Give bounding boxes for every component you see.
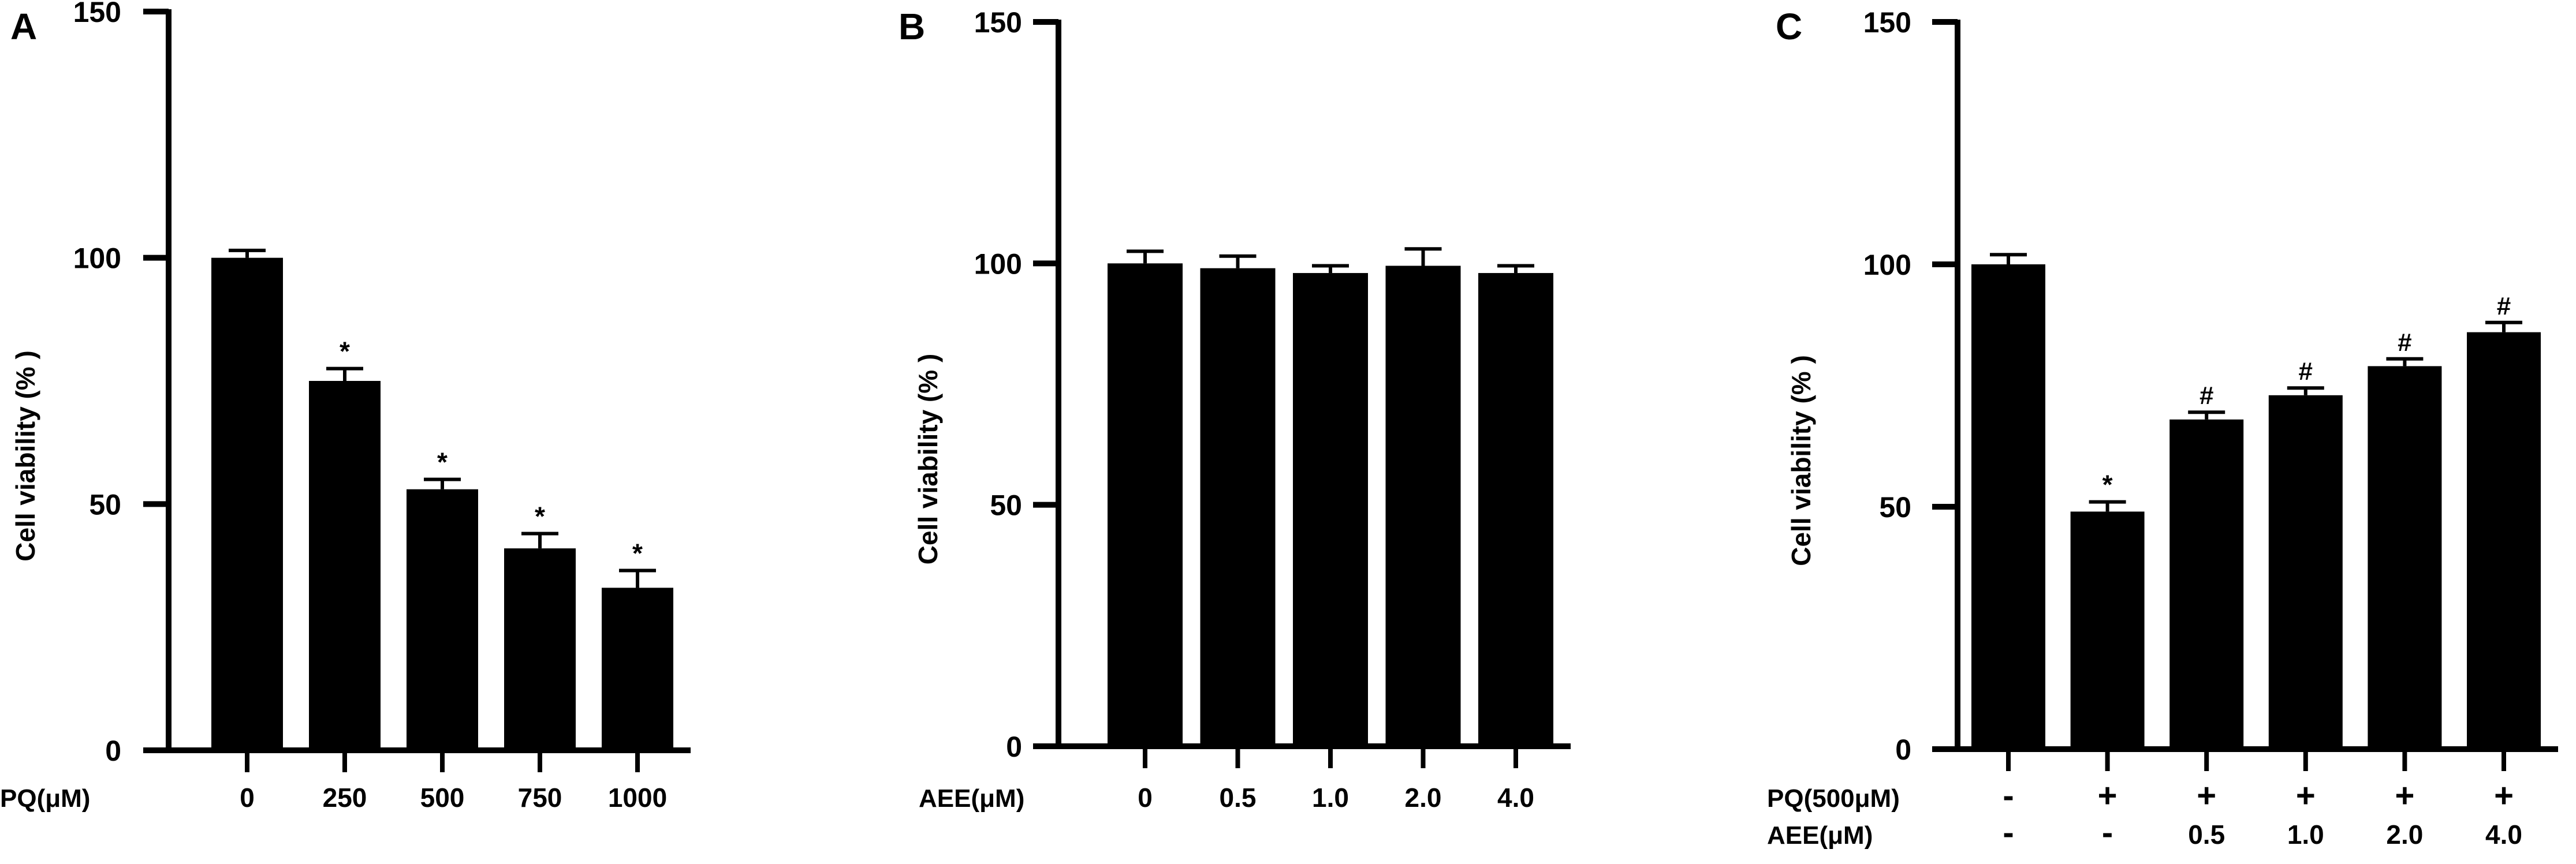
- bar: [2169, 419, 2244, 749]
- bar: [407, 489, 478, 750]
- y-tick-label: 0: [1006, 731, 1022, 763]
- y-tick-label: 150: [974, 6, 1022, 39]
- bar: [2368, 366, 2442, 749]
- x-tick-label: +: [2494, 777, 2514, 814]
- x-tick-label: 0.5: [1220, 783, 1257, 813]
- x-tick-label: 0: [240, 783, 255, 813]
- x-tick-label: -: [2102, 814, 2113, 851]
- y-axis-label: Cell viability (% ): [1786, 355, 1816, 566]
- significance-marker: *: [632, 538, 643, 568]
- x-tick-label: 4.0: [1497, 783, 1534, 813]
- x-tick-label: +: [2395, 777, 2414, 814]
- panel-c: C: [1776, 6, 1802, 47]
- bar: [2268, 395, 2343, 749]
- x-tick-label: 0.5: [2188, 820, 2225, 850]
- x-tick-label: +: [2098, 777, 2118, 814]
- bar: [1478, 273, 1553, 747]
- bar: [309, 381, 381, 750]
- y-tick-label: 0: [105, 735, 121, 767]
- y-tick-label: 0: [1895, 734, 1911, 766]
- significance-marker: *: [340, 336, 350, 366]
- y-axis-label: Cell viability (% ): [10, 350, 40, 562]
- panel-b: B: [899, 6, 925, 47]
- y-tick-label: 100: [73, 242, 121, 275]
- x-tick-label: 0: [1138, 783, 1153, 813]
- chart-panel: 0 50 100 150 Cell viability (% ) AEE(μM) 0 0.5 1…: [913, 6, 1571, 813]
- significance-marker: *: [437, 447, 448, 477]
- y-tick-label: 50: [89, 488, 121, 521]
- y-tick-label: 150: [1863, 6, 1911, 39]
- x-tick-label: 4.0: [2485, 820, 2522, 850]
- y-tick-label: 50: [990, 489, 1022, 522]
- bar: [1200, 268, 1276, 746]
- chart-panel: 0 50 100 150 Cell viability (% ) PQ(500μM) AEE…: [1767, 6, 2558, 851]
- category-row-label: AEE(μM): [1767, 821, 1873, 850]
- bar: [602, 588, 673, 750]
- x-tick-label: 1.0: [1312, 783, 1349, 813]
- bar: [504, 548, 576, 750]
- chart-panel: 0 50 100 150 Cell viability (% ) PQ(μM) 0 * 250 *…: [0, 0, 691, 813]
- x-tick-label: -: [2003, 814, 2014, 851]
- x-tick-label: 2.0: [1405, 783, 1442, 813]
- significance-marker: #: [2497, 292, 2511, 320]
- category-row-label: AEE(μM): [919, 784, 1024, 813]
- x-tick-label: 500: [420, 783, 465, 813]
- category-row-label: PQ(500μM): [1767, 784, 1900, 813]
- panel-b-letter: B: [899, 6, 925, 47]
- x-tick-label: 250: [323, 783, 367, 813]
- significance-marker: #: [2200, 381, 2213, 410]
- bar: [2467, 332, 2541, 749]
- y-axis-label: Cell viability (% ): [913, 354, 943, 565]
- x-tick-label: -: [2003, 777, 2014, 814]
- significance-marker: #: [2398, 328, 2411, 357]
- category-row-label: PQ(μM): [0, 784, 90, 813]
- bar: [1108, 263, 1183, 746]
- panel-a-letter: A: [10, 6, 37, 47]
- panel-c-letter: C: [1776, 6, 1802, 47]
- y-tick-label: 150: [73, 0, 121, 28]
- x-tick-label: +: [2197, 777, 2216, 814]
- significance-marker: *: [2102, 470, 2113, 500]
- y-tick-label: 100: [974, 248, 1022, 280]
- x-tick-label: 2.0: [2386, 820, 2423, 850]
- x-tick-label: +: [2296, 777, 2316, 814]
- bar: [1385, 265, 1461, 746]
- x-tick-label: 750: [518, 783, 562, 813]
- panel-a: A: [10, 6, 37, 47]
- significance-marker: #: [2299, 357, 2313, 386]
- x-tick-label: 1000: [608, 783, 667, 813]
- bar: [211, 257, 283, 751]
- significance-marker: *: [535, 502, 545, 532]
- bar: [2070, 511, 2145, 749]
- y-tick-label: 100: [1863, 249, 1911, 281]
- bar: [1293, 273, 1368, 747]
- y-tick-label: 50: [1879, 491, 1911, 523]
- x-tick-label: 1.0: [2287, 820, 2324, 850]
- bar: [1971, 264, 2045, 749]
